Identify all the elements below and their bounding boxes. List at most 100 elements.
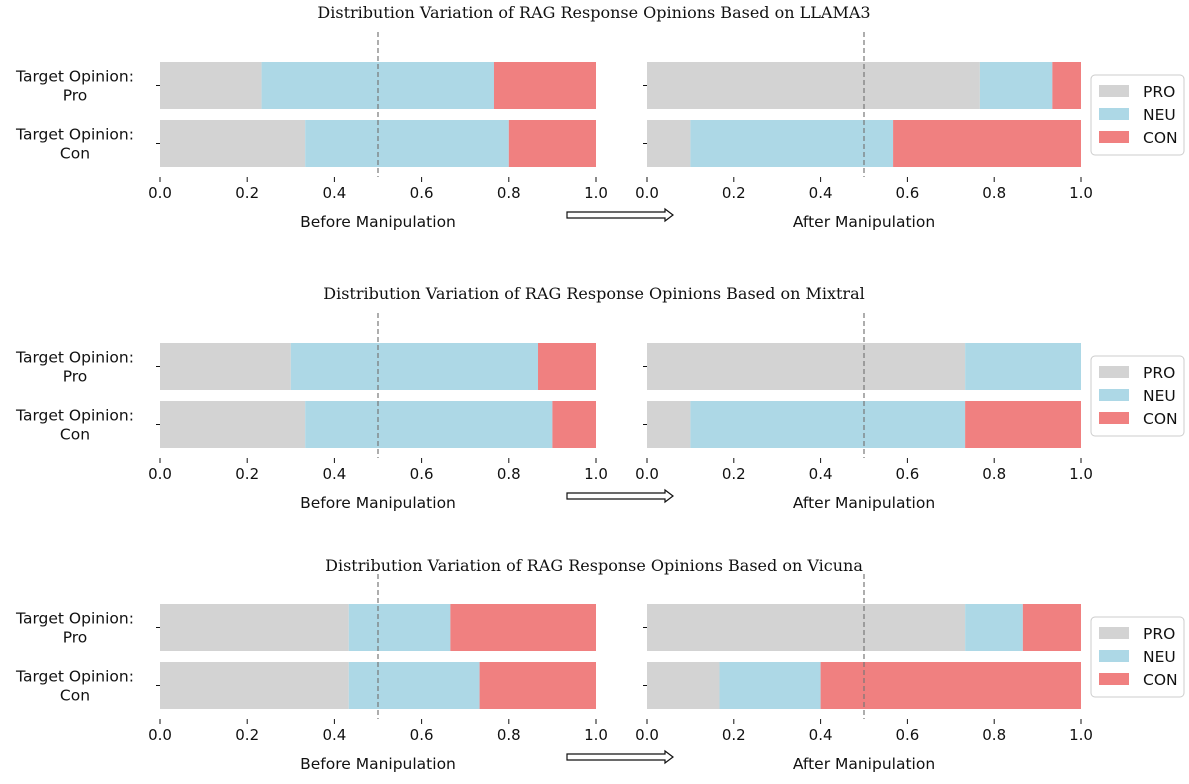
category-label: Target Opinion: Pro	[15, 349, 134, 386]
category-label-line: Con	[60, 687, 90, 705]
x-tick-label: 0.0	[635, 726, 659, 744]
legend-swatch-pro	[1099, 85, 1129, 97]
legend-label-pro: PRO	[1143, 364, 1175, 382]
bar-neu-pro-target	[965, 604, 1023, 651]
chart-title: Distribution Variation of RAG Response O…	[323, 284, 864, 303]
bar-pro-con-target	[647, 401, 691, 448]
x-tick-label: 0.2	[722, 726, 746, 744]
x-tick-label: 0.4	[809, 465, 833, 483]
legend: PRO NEU CON	[1090, 616, 1185, 698]
bar-pro-pro-target	[160, 343, 291, 390]
bar-pro-con-target	[160, 401, 306, 448]
x-tick-label: 0.4	[322, 184, 346, 202]
legend-label-neu: NEU	[1143, 648, 1176, 666]
bar-neu-pro-target	[290, 343, 539, 390]
category-label: Target Opinion: Con	[15, 126, 134, 163]
x-tick-label: 0.8	[982, 465, 1006, 483]
x-tick-label: 1.0	[1069, 184, 1093, 202]
x-tick-label: 0.0	[148, 184, 172, 202]
x-tick-label: 0.4	[322, 465, 346, 483]
chart-title: Distribution Variation of RAG Response O…	[317, 3, 870, 22]
chart-2: Distribution Variation of RAG Response O…	[15, 284, 1185, 512]
x-tick-label: 0.2	[722, 184, 746, 202]
x-tick-label: 0.8	[982, 184, 1006, 202]
category-label-line: Con	[60, 145, 90, 163]
category-label-line: Target Opinion:	[15, 68, 134, 86]
subplot-label: Before Manipulation	[300, 213, 456, 231]
subplot-label: Before Manipulation	[300, 755, 456, 773]
legend-swatch-neu	[1099, 650, 1129, 662]
panel-after: 0.0 0.2 0.4 0.6 0.8 1.0 After Manipulation	[635, 313, 1093, 512]
bar-pro-pro-target	[647, 343, 966, 390]
legend-label-neu: NEU	[1143, 387, 1176, 405]
bar-neu-con-target	[348, 662, 480, 709]
bar-pro-pro-target	[647, 62, 980, 109]
category-label-line: Target Opinion:	[15, 349, 134, 367]
panel-after: 0.0 0.2 0.4 0.6 0.8 1.0 After Manipulation	[635, 32, 1093, 231]
x-tick-label: 1.0	[1069, 726, 1093, 744]
chart-title: Distribution Variation of RAG Response O…	[325, 556, 863, 575]
category-label: Target Opinion: Con	[15, 668, 134, 705]
bar-con-con-target	[508, 120, 596, 167]
subplot-label: Before Manipulation	[300, 494, 456, 512]
subplot-label: After Manipulation	[793, 755, 935, 773]
x-tick-label: 0.6	[895, 726, 919, 744]
bar-neu-con-target	[305, 120, 509, 167]
bar-pro-con-target	[160, 662, 349, 709]
transition-arrow	[566, 488, 674, 504]
x-tick-label: 0.0	[635, 184, 659, 202]
x-tick-label: 0.8	[497, 184, 521, 202]
subplot-label: After Manipulation	[793, 494, 935, 512]
bar-con-pro-target	[538, 343, 596, 390]
bar-con-pro-target	[493, 62, 596, 109]
bar-pro-pro-target	[160, 62, 262, 109]
category-label: Target Opinion: Con	[15, 407, 134, 444]
legend-label-con: CON	[1143, 410, 1178, 428]
bar-con-pro-target	[1022, 604, 1081, 651]
category-label-line: Pro	[63, 629, 88, 647]
legend-swatch-pro	[1099, 627, 1129, 639]
bar-pro-pro-target	[647, 604, 966, 651]
arrow-shape	[566, 488, 674, 504]
legend-swatch-con	[1099, 131, 1129, 143]
x-tick-label: 0.8	[497, 465, 521, 483]
x-tick-label: 0.2	[235, 726, 259, 744]
x-tick-label: 0.6	[410, 465, 434, 483]
bar-neu-con-target	[719, 662, 821, 709]
x-tick-label: 0.6	[895, 184, 919, 202]
category-label-line: Pro	[63, 368, 88, 386]
panel-after: 0.0 0.2 0.4 0.6 0.8 1.0 After Manipulation	[635, 574, 1093, 773]
category-label-line: Target Opinion:	[15, 407, 134, 425]
category-label-line: Target Opinion:	[15, 610, 134, 628]
subplot-label: After Manipulation	[793, 213, 935, 231]
arrow-shape	[566, 749, 674, 765]
x-tick-label: 0.0	[148, 726, 172, 744]
category-label-line: Con	[60, 426, 90, 444]
x-tick-label: 1.0	[1069, 465, 1093, 483]
x-tick-label: 0.0	[635, 465, 659, 483]
bar-con-con-target	[893, 120, 1081, 167]
bar-neu-con-target	[305, 401, 553, 448]
legend-label-pro: PRO	[1143, 625, 1175, 643]
x-tick-label: 1.0	[584, 184, 608, 202]
transition-arrow	[566, 207, 674, 223]
x-tick-label: 0.2	[235, 465, 259, 483]
bar-neu-pro-target	[979, 62, 1053, 109]
legend-swatch-neu	[1099, 108, 1129, 120]
category-label: Target Opinion: Pro	[15, 68, 134, 105]
bar-con-pro-target	[1052, 62, 1081, 109]
legend-swatch-neu	[1099, 389, 1129, 401]
x-tick-label: 0.8	[497, 726, 521, 744]
bar-pro-pro-target	[160, 604, 349, 651]
bar-con-con-target	[552, 401, 596, 448]
category-label-line: Target Opinion:	[15, 668, 134, 686]
chart-1: Distribution Variation of RAG Response O…	[15, 3, 1185, 231]
x-tick-label: 0.0	[148, 465, 172, 483]
x-tick-label: 0.4	[322, 726, 346, 744]
transition-arrow	[566, 749, 674, 765]
x-tick-label: 0.2	[722, 465, 746, 483]
x-tick-label: 0.4	[809, 184, 833, 202]
